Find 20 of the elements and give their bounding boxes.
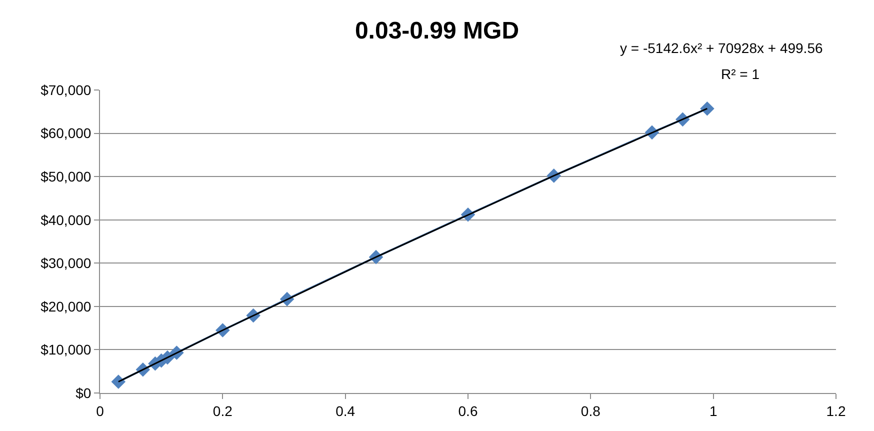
x-tick-label: 1.2 — [826, 402, 846, 419]
point — [700, 101, 714, 116]
x-tick-label: 1 — [709, 402, 718, 419]
x-tick-label: 0.8 — [580, 402, 601, 419]
y-tick-label: $20,000 — [40, 298, 92, 314]
x-tick-label: 0.6 — [458, 402, 478, 419]
y-tick-label: $30,000 — [40, 255, 92, 272]
y-tick-label: $50,000 — [40, 168, 92, 184]
chart-title: 0.03-0.99 MGD — [354, 18, 520, 45]
y-tick-label: $40,000 — [40, 212, 92, 228]
y-tick-label: $60,000 — [40, 125, 92, 142]
x-tick-label: 0 — [96, 402, 104, 419]
text: y = -5142.6x² + 70928x + 499.56 — [620, 40, 823, 56]
x-tick-label: 0.4 — [336, 402, 356, 419]
y-tick-label: $10,000 — [40, 342, 92, 358]
text: R² = 1 — [721, 66, 760, 82]
y-tick-label: $0 — [76, 384, 92, 401]
point — [111, 374, 126, 389]
y-tick-label: $70,000 — [40, 82, 92, 98]
x-tick-label: 0.2 — [212, 402, 233, 419]
